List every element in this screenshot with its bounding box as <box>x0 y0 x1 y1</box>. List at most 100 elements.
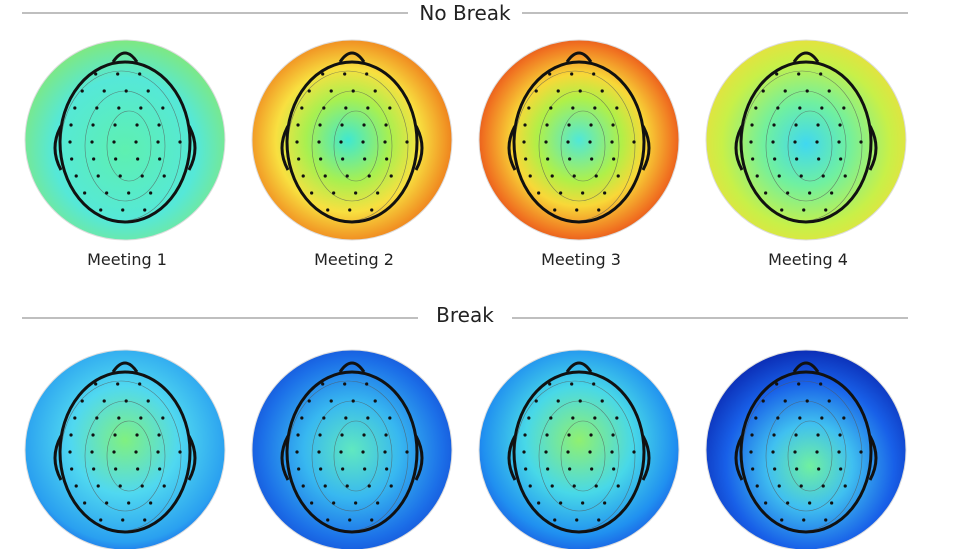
electrode <box>157 123 161 127</box>
nose <box>338 361 366 373</box>
electrode <box>568 157 572 161</box>
electrode <box>319 157 323 161</box>
electrode <box>546 467 550 471</box>
electrode <box>527 106 531 110</box>
electrode <box>161 416 165 420</box>
electrode <box>570 382 574 386</box>
electrode <box>567 123 571 127</box>
electrode <box>611 123 615 127</box>
electrode <box>127 501 131 505</box>
electrode <box>384 123 388 127</box>
electrode <box>300 416 304 420</box>
electrode <box>632 140 636 144</box>
electrode <box>370 518 374 522</box>
electrode <box>815 450 819 454</box>
electrode <box>83 501 87 505</box>
electrode <box>134 140 138 144</box>
electrode <box>307 89 311 93</box>
electrode <box>859 140 863 144</box>
electrode <box>612 157 616 161</box>
electrode <box>117 106 121 110</box>
electrode <box>817 157 821 161</box>
electrode <box>802 208 806 212</box>
electrode <box>816 123 820 127</box>
nose <box>565 51 593 63</box>
electrode <box>755 484 759 488</box>
electrode <box>140 484 144 488</box>
electrode <box>843 174 847 178</box>
electrode <box>297 157 301 161</box>
electrode <box>91 433 95 437</box>
electrode <box>588 140 592 144</box>
electrode <box>571 416 575 420</box>
electrode <box>80 89 84 93</box>
electrode <box>783 399 787 403</box>
electrode <box>124 399 128 403</box>
electrode <box>370 208 374 212</box>
electrode <box>632 450 636 454</box>
electrode <box>300 106 304 110</box>
electrode <box>780 208 784 212</box>
topomap <box>705 39 907 241</box>
electrode <box>296 123 300 127</box>
electrode <box>124 89 128 93</box>
electrode <box>162 174 166 178</box>
electrode <box>795 467 799 471</box>
electrode <box>318 433 322 437</box>
electrode <box>138 382 142 386</box>
electrode <box>544 450 548 454</box>
electrode <box>113 433 117 437</box>
electrode <box>96 484 100 488</box>
electrode <box>750 433 754 437</box>
electrode <box>550 174 554 178</box>
electrode <box>615 106 619 110</box>
electrode <box>549 106 553 110</box>
electrode <box>776 416 780 420</box>
electrode <box>566 140 570 144</box>
electrode <box>373 399 377 403</box>
electrode <box>149 191 153 195</box>
electrode <box>83 191 87 195</box>
contour <box>560 110 606 182</box>
electrode <box>827 399 831 403</box>
electrode <box>793 450 797 454</box>
electrode <box>354 191 358 195</box>
electrode <box>161 106 165 110</box>
electrode <box>786 501 790 505</box>
electrode <box>95 416 99 420</box>
electrode <box>817 467 821 471</box>
electrode <box>389 484 393 488</box>
electrode <box>610 450 614 454</box>
electrode <box>345 484 349 488</box>
head-outline <box>512 370 646 534</box>
electrode <box>556 399 560 403</box>
section-title: Break <box>436 303 494 327</box>
electrode <box>344 106 348 110</box>
topomap <box>478 349 680 549</box>
nose <box>111 361 139 373</box>
electrode <box>362 123 366 127</box>
electrode <box>361 450 365 454</box>
electrode <box>323 484 327 488</box>
electrode <box>94 72 98 76</box>
electrode <box>367 174 371 178</box>
electrode <box>143 208 147 212</box>
electrode <box>616 484 620 488</box>
electrode <box>550 484 554 488</box>
electrode <box>568 467 572 471</box>
electrode <box>329 399 333 403</box>
electrode <box>797 72 801 76</box>
electrode <box>112 450 116 454</box>
electrode <box>112 140 116 144</box>
electrode <box>296 433 300 437</box>
electrode <box>361 140 365 144</box>
electrode <box>343 382 347 386</box>
electrode <box>310 191 314 195</box>
electrode <box>344 416 348 420</box>
electrode <box>323 174 327 178</box>
electrode <box>592 382 596 386</box>
head-outline <box>58 60 192 224</box>
electrode <box>816 433 820 437</box>
electrode <box>295 450 299 454</box>
electrode <box>116 382 120 386</box>
